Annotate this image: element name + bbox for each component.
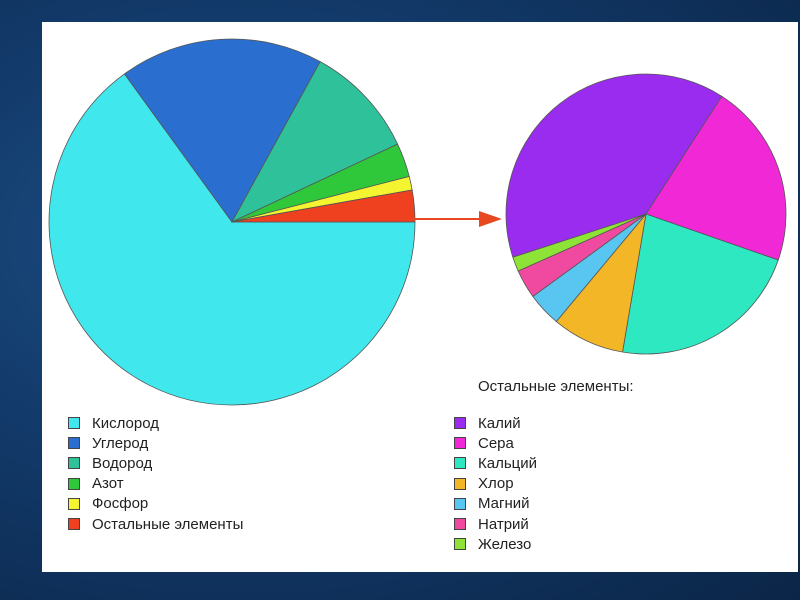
main-legend-item: Водород (68, 453, 243, 473)
slide-canvas: Кислород Углерод Водород Азот Фосфор Остальны… (42, 22, 798, 572)
arrow-connector (414, 211, 502, 227)
main-pie-slice-2 (231, 61, 399, 223)
main-pie-legend: Кислород Углерод Водород Азот Фосфор Остальны… (68, 413, 243, 534)
main-pie-chart (48, 38, 416, 406)
detail-legend-label: Сера (478, 434, 514, 452)
detail-legend-item: Хлор (454, 474, 537, 494)
detail-legend-label: Хлор (478, 475, 514, 493)
main-legend-swatch (68, 437, 80, 450)
main-legend-item: Кислород (68, 413, 243, 433)
main-legend-label: Углерод (92, 434, 149, 452)
detail-legend-label: Калий (478, 414, 521, 432)
main-legend-swatch (68, 497, 80, 510)
main-legend-item: Азот (68, 474, 243, 494)
main-legend-label: Кислород (92, 414, 159, 432)
detail-legend-item: Кальций (454, 453, 537, 473)
detail-legend-swatch (454, 497, 466, 510)
main-legend-label: Азот (92, 475, 124, 493)
detail-legend-swatch (454, 477, 466, 490)
main-legend-swatch (68, 477, 80, 490)
main-legend-swatch (68, 457, 80, 470)
detail-legend-swatch (454, 457, 466, 470)
main-legend-item: Фосфор (68, 494, 243, 514)
detail-pie-slice-1 (645, 95, 787, 261)
detail-legend-swatch (454, 518, 466, 531)
pie-charts (48, 38, 787, 406)
main-legend-swatch (68, 518, 80, 531)
detail-pie-chart (505, 73, 787, 355)
main-legend-label: Остальные элементы (92, 515, 244, 533)
main-pie-slice-0 (48, 73, 416, 406)
main-legend-swatch (68, 417, 80, 430)
main-legend-label: Водород (92, 454, 153, 472)
detail-legend-label: Магний (478, 495, 530, 513)
detail-pie-legend: Калий Сера Кальций Хлор Магний Натрий Железо (454, 413, 537, 554)
detail-pie-slice-6 (512, 213, 647, 272)
detail-pie-slice-0 (505, 73, 723, 258)
detail-legend-swatch (454, 437, 466, 450)
arrow-head (479, 211, 502, 227)
detail-legend-label: Железо (478, 535, 532, 553)
detail-legend-label: Кальций (478, 454, 537, 472)
detail-legend-item: Калий (454, 413, 537, 433)
detail-legend-item: Магний (454, 494, 537, 514)
detail-legend-swatch (454, 538, 466, 551)
main-pie-slice-5 (231, 189, 416, 223)
detail-legend-title: Остальные элементы: (478, 378, 634, 395)
detail-legend-swatch (454, 417, 466, 430)
detail-legend-item: Сера (454, 433, 537, 453)
main-legend-item: Углерод (68, 433, 243, 453)
main-legend-item: Остальные элементы (68, 514, 243, 534)
detail-legend-item: Железо (454, 534, 537, 554)
main-legend-label: Фосфор (92, 495, 149, 513)
detail-pie-slice-2 (622, 213, 779, 355)
detail-legend-label: Натрий (478, 515, 529, 533)
detail-legend-item: Натрий (454, 514, 537, 534)
main-pie-slice-1 (123, 38, 321, 223)
